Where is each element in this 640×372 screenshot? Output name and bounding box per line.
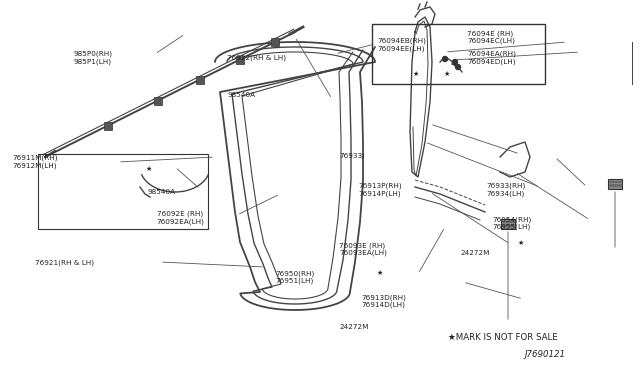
Polygon shape [271, 38, 279, 46]
Text: ★: ★ [444, 71, 450, 77]
Text: 76913D(RH)
76914D(LH): 76913D(RH) 76914D(LH) [362, 294, 406, 308]
Text: J7690121: J7690121 [525, 350, 566, 359]
Text: 76954(RH)
76955(LH): 76954(RH) 76955(LH) [493, 216, 532, 230]
Text: 76933J: 76933J [339, 153, 364, 159]
Circle shape [452, 60, 458, 64]
Text: ★: ★ [145, 166, 152, 172]
Text: 98540A: 98540A [147, 189, 175, 195]
Text: 76093E (RH)
76093EA(LH): 76093E (RH) 76093EA(LH) [339, 242, 387, 256]
Text: 76922(RH & LH): 76922(RH & LH) [227, 54, 286, 61]
Polygon shape [608, 179, 622, 189]
Circle shape [442, 57, 447, 61]
Polygon shape [154, 97, 161, 105]
Text: 985P0(RH)
985P1(LH): 985P0(RH) 985P1(LH) [74, 51, 113, 65]
Text: ★: ★ [518, 240, 524, 246]
Text: 76092E (RH)
76092EA(LH): 76092E (RH) 76092EA(LH) [157, 211, 205, 225]
Text: 76911M(RH)
76912M(LH): 76911M(RH) 76912M(LH) [13, 155, 58, 169]
Text: ★: ★ [376, 270, 383, 276]
Text: 76950(RH)
76951(LH): 76950(RH) 76951(LH) [275, 270, 314, 284]
Polygon shape [104, 122, 111, 130]
Bar [38, 154, 208, 229]
Text: 76094EB(RH)
76094EE(LH): 76094EB(RH) 76094EE(LH) [378, 38, 426, 52]
Text: 76094E (RH)
76094EC(LH): 76094E (RH) 76094EC(LH) [467, 30, 515, 44]
Polygon shape [196, 76, 204, 83]
Bar [372, 24, 545, 84]
Text: 76933(RH)
76934(LH): 76933(RH) 76934(LH) [486, 183, 525, 197]
Polygon shape [236, 55, 244, 64]
Text: 98540A: 98540A [227, 92, 255, 98]
Text: 76094EA(RH)
76094ED(LH): 76094EA(RH) 76094ED(LH) [467, 51, 516, 65]
Text: 76921(RH & LH): 76921(RH & LH) [35, 259, 94, 266]
Text: 24272M: 24272M [461, 250, 490, 256]
Text: 76913P(RH)
76914P(LH): 76913P(RH) 76914P(LH) [358, 183, 402, 197]
Circle shape [456, 64, 461, 70]
Text: ★MARK IS NOT FOR SALE: ★MARK IS NOT FOR SALE [448, 333, 557, 342]
Text: ★: ★ [413, 71, 419, 77]
Polygon shape [501, 219, 515, 229]
Text: 24272M: 24272M [339, 324, 369, 330]
